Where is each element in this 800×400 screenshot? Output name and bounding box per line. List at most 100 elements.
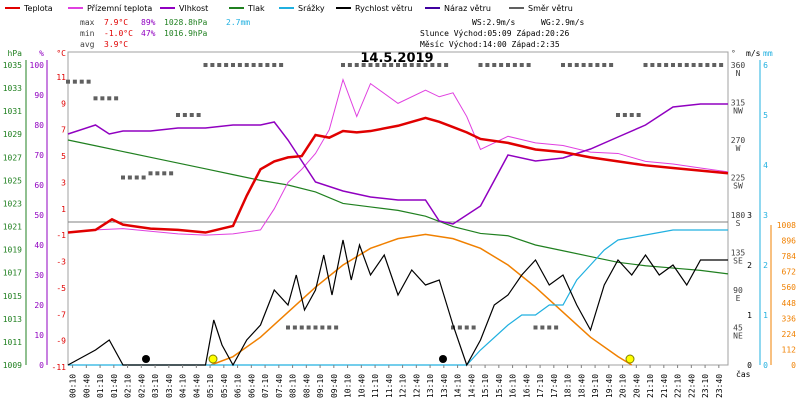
wind-direction-mark <box>705 63 710 67</box>
wind-direction-mark <box>643 63 648 67</box>
x-tick-label: 08:40 <box>302 374 311 398</box>
mm-axis-tick: 2 <box>763 261 768 270</box>
wind-direction-mark <box>657 63 662 67</box>
wm2-axis-tick: 1008 <box>777 221 796 230</box>
wind-direction-mark <box>148 171 153 176</box>
celsius-axis-tick: 7 <box>61 126 66 135</box>
wind-direction-mark <box>382 63 387 67</box>
x-tick-label: 10:10 <box>344 374 353 398</box>
series-line-rychlost-v-tru <box>67 239 728 367</box>
wind-direction-mark <box>650 63 655 67</box>
legend-label-smer: Směr větru <box>528 4 573 13</box>
wind-direction-mark <box>189 113 194 117</box>
x-tick-label: 00:10 <box>69 374 78 398</box>
wind-direction-mark <box>196 113 201 117</box>
wm2-axis-tick: 112 <box>782 345 797 354</box>
wind-direction-mark <box>540 325 545 330</box>
wm2-axis-tick: 336 <box>782 314 797 323</box>
wind-direction-mark <box>224 63 229 67</box>
wind-direction-mark <box>554 325 559 330</box>
wind-direction-mark <box>93 96 98 101</box>
percent-axis-tick: 10 <box>34 331 44 340</box>
direction-axis-name: S <box>736 219 741 228</box>
stat-min-label: min <box>80 29 95 38</box>
legend-label-teplota: Teplota <box>23 4 53 13</box>
wind-direction-mark <box>636 113 641 117</box>
wind-direction-mark <box>347 63 352 67</box>
series-line-tlak <box>67 139 729 275</box>
hpa-axis-tick: 1019 <box>3 246 22 255</box>
wind-direction-mark <box>107 96 112 101</box>
wind-direction-mark <box>602 63 607 67</box>
x-tick-label: 23:40 <box>715 374 724 398</box>
x-tick-label: 13:40 <box>440 374 449 398</box>
wind-direction-mark <box>86 79 91 84</box>
x-tick-label: 12:10 <box>399 374 408 398</box>
celsius-axis-tick: -9 <box>56 337 66 346</box>
wind-direction-mark <box>389 63 394 67</box>
stat-max-label: max <box>80 18 95 27</box>
wind-direction-mark <box>719 63 724 67</box>
wind-direction-mark <box>176 113 180 117</box>
stat-avg-label: avg <box>80 40 95 49</box>
stat-max-hum: 89% <box>141 18 156 27</box>
series-line-radiation <box>210 233 633 366</box>
wind-direction-mark <box>629 113 634 117</box>
x-tick-label: 07:40 <box>275 374 284 398</box>
x-tick-label: 09:40 <box>330 374 339 398</box>
wind-direction-mark <box>155 171 160 176</box>
percent-axis-tick: 90 <box>34 91 44 100</box>
percent-axis-tick: 0 <box>39 361 44 370</box>
stat-max-temp: 7.9°C <box>104 18 128 27</box>
percent-axis-tick: 30 <box>34 271 44 280</box>
stats-block: max 7.9°C 89% 1028.8hPa 2.7mm min -1.0°C… <box>80 18 250 49</box>
wind-direction-mark <box>492 63 497 67</box>
plot-frame <box>67 51 729 366</box>
wind-direction-mark <box>292 325 297 330</box>
x-tick-label: 20:10 <box>619 374 628 398</box>
direction-axis-name: SE <box>733 257 743 266</box>
moonrise-icon <box>439 355 447 363</box>
wind-direction-mark <box>375 63 380 67</box>
wind-direction-mark <box>499 63 504 67</box>
wind-direction-mark <box>402 63 407 67</box>
wind-direction-mark <box>396 63 400 67</box>
celsius-axis-tick: 5 <box>61 152 66 161</box>
wind-direction-mark <box>354 63 359 67</box>
wm2-axis-tick: 224 <box>782 330 797 339</box>
wind-direction-mark <box>451 325 455 330</box>
wind-direction-mark <box>121 175 125 180</box>
legend: Teplota Přízemní teplota Vlhkost Tlak Sr… <box>5 4 573 13</box>
wm2-axis-tick: 896 <box>782 237 797 246</box>
wind-direction-mark <box>677 63 682 67</box>
wind-direction-mark <box>341 63 345 67</box>
wind-direction-mark <box>66 79 70 84</box>
percent-axis-unit: % <box>39 49 44 58</box>
hpa-axis-tick: 1035 <box>3 61 22 70</box>
wind-direction-mark <box>464 325 469 330</box>
celsius-axis-tick: -1 <box>56 231 66 240</box>
hpa-axis-tick: 1013 <box>3 315 22 324</box>
wind-direction-mark <box>79 79 84 84</box>
direction-axis-tick: 270 <box>731 136 746 145</box>
wind-direction-mark <box>684 63 689 67</box>
x-tick-label: 23:10 <box>701 374 710 398</box>
info-wg: WG:2.9m/s <box>541 18 585 27</box>
wind-direction-mark <box>210 63 215 67</box>
direction-axis-name: SW <box>733 182 743 191</box>
info-sun: Slunce Východ:05:09 Západ:20:26 <box>420 29 569 38</box>
celsius-axis-tick: 9 <box>61 99 66 108</box>
wind-direction-mark <box>595 63 600 67</box>
wind-direction-mark <box>127 175 132 180</box>
wind-direction-mark <box>616 113 620 117</box>
wind-direction-mark <box>279 63 284 67</box>
x-tick-label: 08:10 <box>289 374 298 398</box>
ms-axis-unit: m/s <box>746 49 761 58</box>
x-tick-label: 11:10 <box>371 374 380 398</box>
wind-direction-mark <box>519 63 524 67</box>
x-tick-label: 22:40 <box>687 374 696 398</box>
celsius-axis-tick: -11 <box>52 363 67 372</box>
x-tick-label: 04:10 <box>179 374 188 398</box>
wind-direction-mark <box>141 175 146 180</box>
